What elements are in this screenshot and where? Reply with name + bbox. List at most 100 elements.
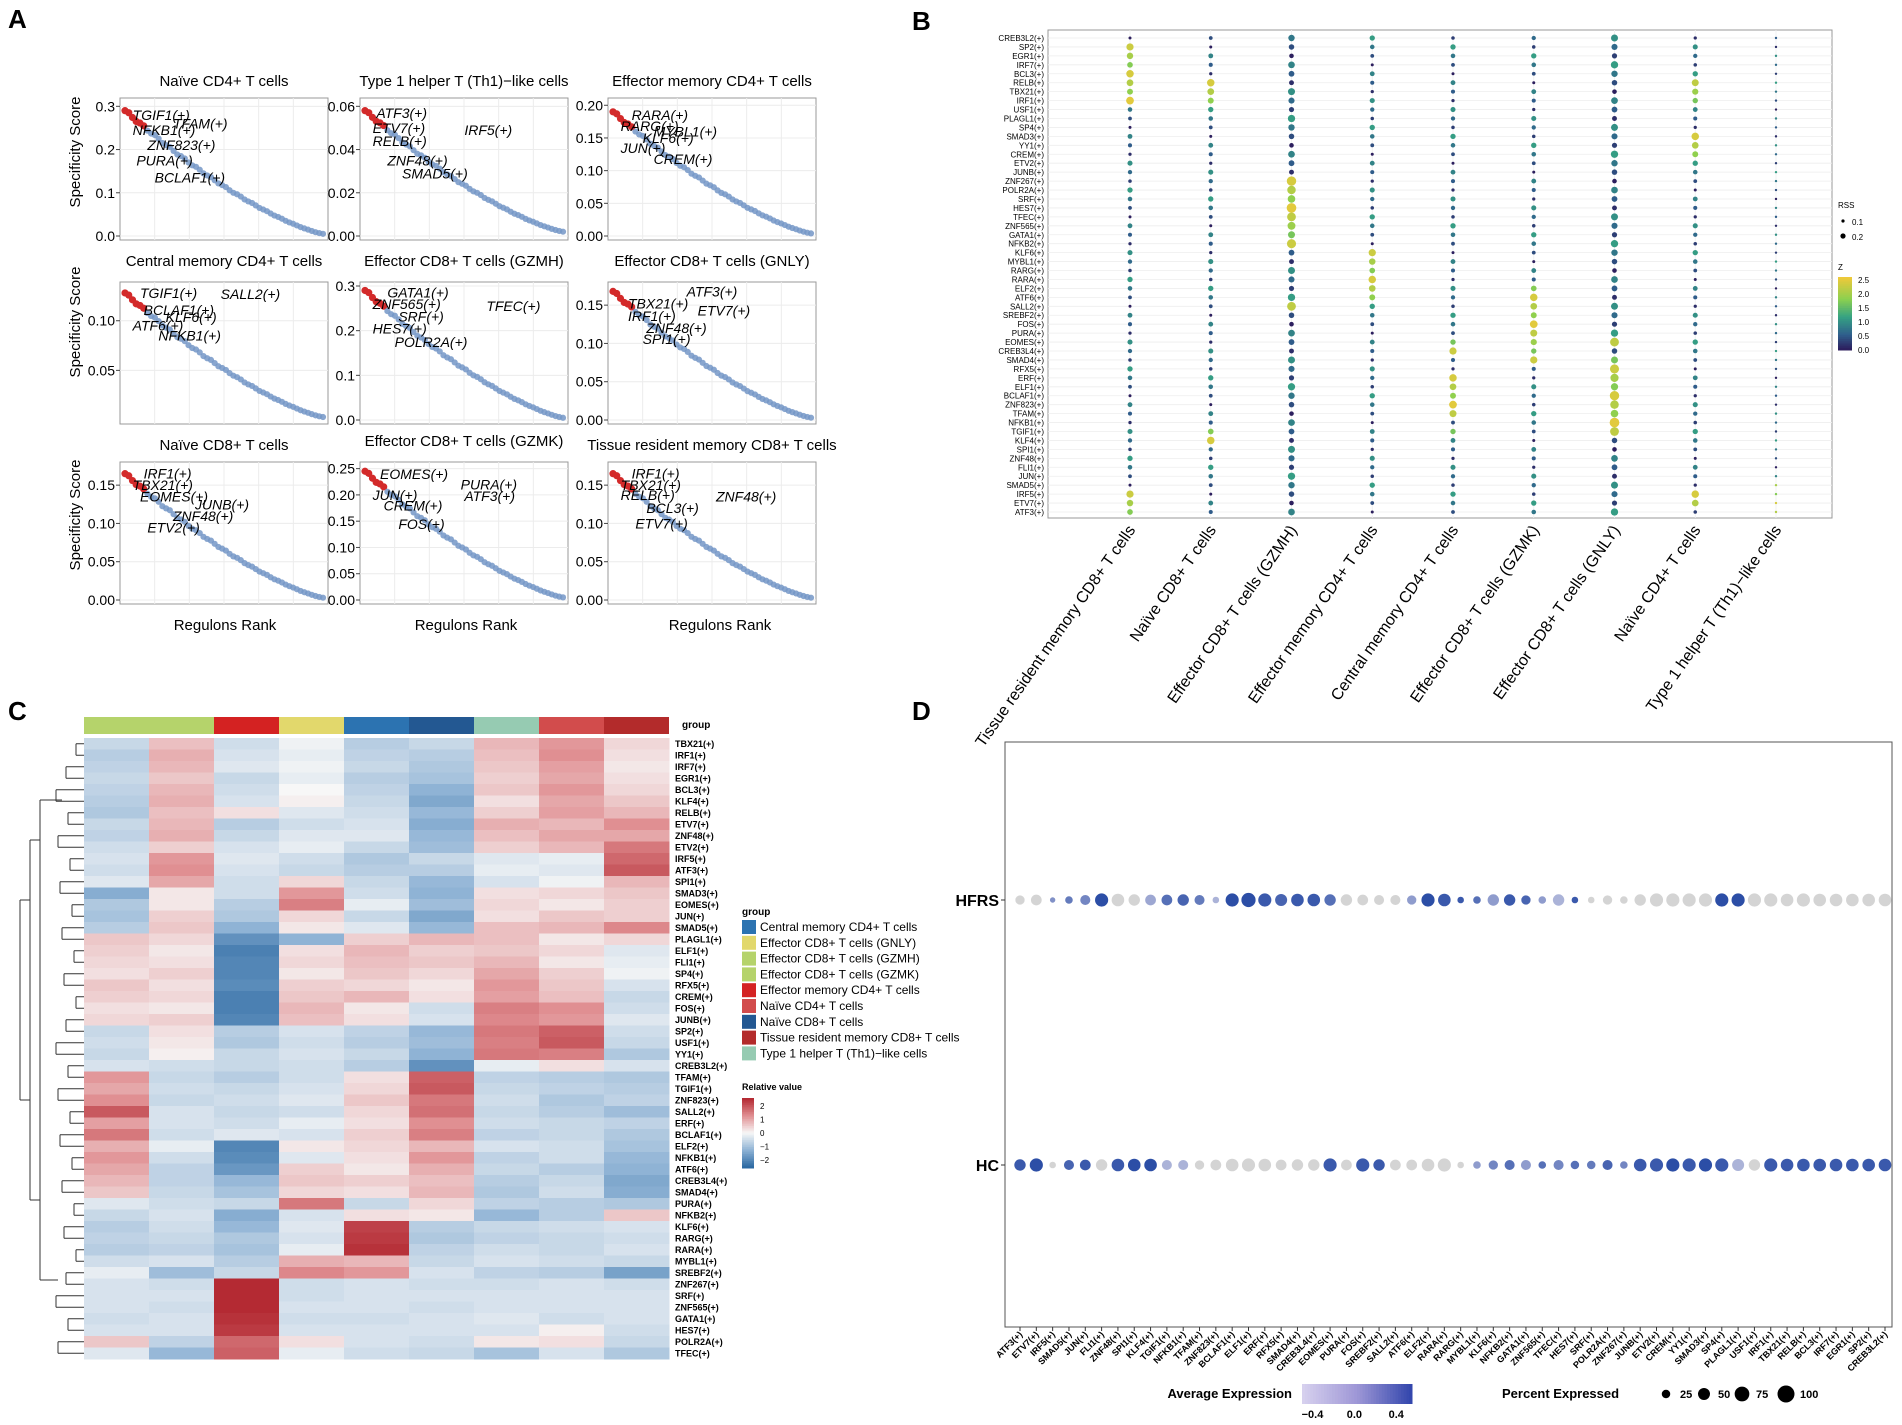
panel-c-legend-label: Effector CD8+ T cells (GZMK) bbox=[760, 967, 919, 981]
panel-b-dot bbox=[1370, 63, 1374, 67]
panel-b-dot bbox=[1289, 169, 1294, 175]
panel-b-dot bbox=[1288, 124, 1295, 131]
panel-b-dot bbox=[1208, 53, 1214, 59]
rss-ytick-label: 0.15 bbox=[328, 513, 355, 529]
panel-c-legend-swatch bbox=[742, 999, 756, 1013]
panel-c-heatmap-cell bbox=[474, 738, 540, 750]
rss-regulon-point bbox=[410, 328, 417, 336]
panel-c-heatmap-cell bbox=[84, 818, 150, 831]
panel-b-dot bbox=[1208, 295, 1214, 300]
panel-d-avg-colorbar-segment bbox=[1315, 1384, 1319, 1404]
panel-b-dot bbox=[1531, 142, 1537, 148]
panel-c-heatmap-cell bbox=[344, 991, 410, 1003]
panel-b-dot bbox=[1611, 196, 1618, 202]
panel-b-dot bbox=[1449, 347, 1457, 355]
panel-c-heatmap-cell bbox=[409, 1324, 475, 1337]
rss-top-regulon-point bbox=[613, 289, 621, 298]
rss-ytick-label: 0.00 bbox=[576, 592, 603, 608]
panel-c-heatmap-cell bbox=[214, 945, 280, 957]
panel-b-dot bbox=[1209, 313, 1213, 317]
panel-b-dot bbox=[1693, 116, 1698, 121]
panel-d-dot bbox=[1457, 896, 1464, 904]
panel-b-dot bbox=[1288, 401, 1295, 408]
panel-b-dot bbox=[1208, 106, 1214, 113]
panel-c-heatmap-cell bbox=[604, 1002, 670, 1015]
panel-b-dot bbox=[1611, 34, 1618, 42]
panel-c-heatmap-cell bbox=[409, 922, 475, 934]
panel-d-avg-colorbar-segment bbox=[1387, 1384, 1391, 1404]
rss-regulon-label: ZNF48(+) bbox=[715, 489, 776, 505]
panel-b-dot bbox=[1288, 160, 1295, 167]
panel-d-avg-colorbar-segment bbox=[1409, 1384, 1413, 1404]
panel-b-dot bbox=[1774, 126, 1778, 129]
panel-b-dot bbox=[1609, 364, 1620, 374]
panel-c-heatmap-cell bbox=[474, 1347, 540, 1360]
panel-b-dot bbox=[1692, 169, 1698, 175]
panel-c-heatmap-cell bbox=[279, 956, 345, 969]
panel-b-dot bbox=[1532, 465, 1536, 469]
panel-b-dot bbox=[1451, 188, 1455, 192]
panel-c-heatmap-cell bbox=[149, 922, 215, 934]
panel-c-heatmap-cell bbox=[214, 1140, 280, 1153]
panel-c-heatmap-cell bbox=[84, 1209, 150, 1222]
panel-b-dot bbox=[1774, 376, 1778, 380]
panel-c-heatmap-cell bbox=[84, 922, 150, 934]
rss-top-regulon-point bbox=[140, 304, 148, 312]
panel-c-colorbar-segment bbox=[742, 1147, 754, 1150]
panel-b-dot bbox=[1531, 348, 1537, 354]
panel-c-heatmap-cell bbox=[344, 1140, 410, 1153]
panel-b-dot bbox=[1370, 465, 1375, 470]
rss-ytick-label: 0.05 bbox=[576, 195, 603, 211]
panel-d-dot bbox=[1552, 894, 1565, 906]
panel-b-dot bbox=[1693, 295, 1698, 300]
panel-c-heatmap-cell bbox=[149, 830, 215, 842]
panel-b-z-colorbar-segment bbox=[1838, 300, 1852, 304]
panel-d-dot bbox=[1291, 1159, 1304, 1171]
panel-c-heatmap-cell bbox=[344, 1129, 410, 1141]
panel-b-dot bbox=[1774, 197, 1778, 201]
panel-c-heatmap-cell bbox=[539, 910, 605, 923]
rss-regulon-point bbox=[181, 155, 188, 162]
panel-d-dot bbox=[1487, 894, 1500, 906]
panel-b-z-colorbar-segment bbox=[1838, 344, 1852, 347]
rss-regulon-label: ATF6(+) bbox=[132, 318, 184, 334]
panel-b-dot bbox=[1288, 249, 1295, 256]
panel-b-dot bbox=[1288, 329, 1295, 337]
panel-b-z-colorbar-segment bbox=[1838, 322, 1852, 325]
panel-b-dot bbox=[1288, 34, 1295, 42]
panel-d-pct-tick: 75 bbox=[1756, 1389, 1768, 1401]
panel-c-heatmap-cell bbox=[539, 1278, 605, 1291]
panel-a-ylabel-2: Specificity Score bbox=[67, 267, 84, 378]
panel-d-avg-colorbar-segment bbox=[1376, 1384, 1380, 1404]
panel-b-dot bbox=[1127, 465, 1133, 470]
panel-b-dot bbox=[1774, 99, 1778, 102]
rss-regulon-label: BCLAF1(+) bbox=[144, 302, 214, 318]
panel-c-heatmap-cell bbox=[214, 795, 280, 808]
panel-c-heatmap-cell bbox=[474, 761, 540, 773]
panel-b-dot bbox=[1611, 276, 1618, 283]
panel-d-dot bbox=[1161, 1159, 1172, 1171]
panel-b-dot bbox=[1774, 153, 1778, 156]
panel-c-colorbar-segment bbox=[742, 1127, 754, 1130]
panel-b-z-colorbar-segment bbox=[1838, 286, 1852, 289]
panel-b-dot bbox=[1693, 277, 1697, 281]
panel-b-dot bbox=[1370, 385, 1375, 389]
panel-b-dot bbox=[1449, 383, 1457, 391]
panel-d-dot bbox=[1715, 1158, 1729, 1172]
panel-b-dot bbox=[1531, 161, 1536, 166]
panel-c-heatmap-cell bbox=[344, 1290, 410, 1302]
panel-b-dot bbox=[1289, 259, 1294, 265]
panel-c-group-bar-cell bbox=[539, 717, 604, 734]
panel-b-dot bbox=[1127, 428, 1133, 435]
panel-b-dot bbox=[1208, 152, 1213, 157]
panel-c-heatmap-cell bbox=[604, 1060, 670, 1072]
panel-c-heatmap-cell bbox=[84, 1198, 150, 1210]
panel-c-heatmap-cell bbox=[149, 968, 215, 980]
panel-d-dot bbox=[1389, 1159, 1401, 1171]
panel-b-row-label: TGIF1(+) bbox=[1011, 428, 1044, 437]
panel-b-row-label: SPI1(+) bbox=[1017, 445, 1045, 454]
panel-b-dot bbox=[1529, 320, 1538, 329]
panel-c-heatmap-cell bbox=[149, 1336, 215, 1348]
panel-c-heatmap-cell bbox=[214, 1152, 280, 1164]
panel-d-dot bbox=[1095, 1159, 1108, 1171]
